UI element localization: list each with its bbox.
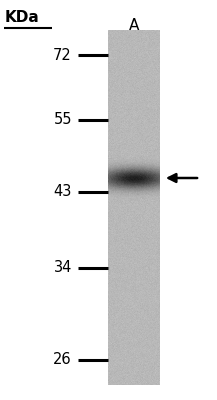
Text: 34: 34	[54, 260, 72, 276]
Text: 72: 72	[53, 48, 72, 62]
Text: 26: 26	[53, 352, 72, 368]
Text: 55: 55	[54, 112, 72, 128]
Text: A: A	[129, 18, 139, 33]
Text: KDa: KDa	[5, 10, 40, 25]
Text: 43: 43	[54, 184, 72, 200]
